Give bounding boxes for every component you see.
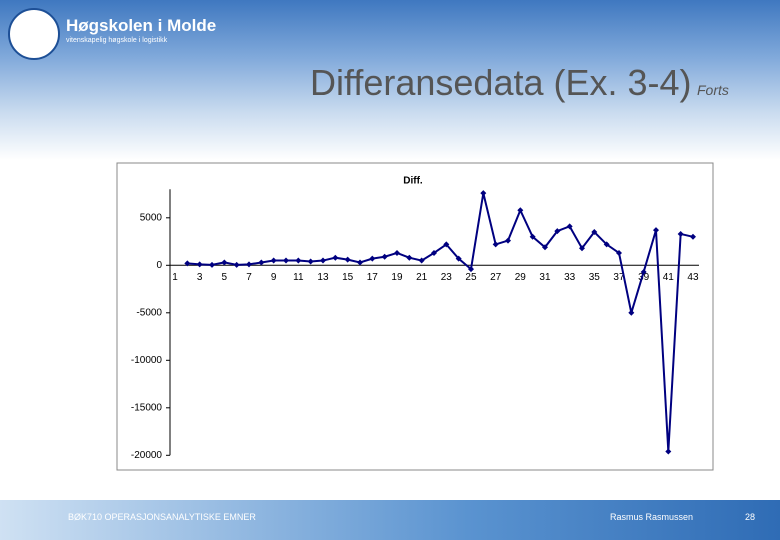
- x-tick-label: 13: [317, 272, 329, 283]
- data-point: [566, 223, 573, 230]
- data-point: [480, 190, 487, 197]
- x-tick-label: 19: [391, 272, 403, 283]
- logo-name: Høgskolen i Molde: [66, 16, 217, 35]
- x-tick-label: 39: [638, 272, 650, 283]
- data-point: [282, 257, 289, 264]
- data-point: [615, 249, 622, 256]
- data-point: [196, 261, 203, 268]
- footer-author: Rasmus Rasmussen: [610, 512, 694, 522]
- footer-page: 28: [745, 512, 756, 522]
- data-point: [208, 261, 215, 268]
- footer-course: BØK710 OPERASJONSANALYTISKE EMNER: [68, 512, 256, 522]
- data-point: [603, 241, 610, 248]
- x-tick-label: 9: [271, 272, 277, 283]
- data-point: [258, 259, 265, 266]
- x-tick-label: 7: [246, 272, 252, 283]
- data-point: [554, 228, 561, 235]
- data-point: [356, 259, 363, 266]
- data-point: [270, 257, 277, 264]
- slide-title-suffix: Forts: [697, 82, 729, 98]
- x-tick-label: 1: [172, 272, 178, 283]
- x-tick-label: 43: [687, 272, 699, 283]
- data-point: [369, 255, 376, 262]
- x-tick-label: 31: [539, 272, 551, 283]
- x-tick-label: 11: [293, 272, 304, 283]
- data-point: [578, 245, 585, 252]
- x-tick-label: 33: [564, 272, 576, 283]
- x-tick-label: 25: [465, 272, 477, 283]
- data-point: [393, 249, 400, 256]
- y-tick-label: 5000: [140, 212, 163, 223]
- x-tick-label: 35: [589, 272, 601, 283]
- data-point: [504, 237, 511, 244]
- logo: [8, 8, 60, 60]
- x-tick-label: 5: [222, 272, 228, 283]
- x-tick-label: 17: [367, 272, 379, 283]
- data-point: [517, 207, 524, 214]
- data-point: [640, 268, 647, 275]
- x-tick-label: 3: [197, 272, 203, 283]
- data-point: [689, 233, 696, 240]
- data-point: [245, 261, 252, 268]
- data-point: [184, 260, 191, 267]
- x-tick-label: 29: [515, 272, 527, 283]
- data-point: [665, 448, 672, 455]
- data-point: [591, 229, 598, 236]
- x-tick-label: 27: [490, 272, 502, 283]
- chart-title: Diff.: [403, 176, 423, 187]
- data-point: [677, 230, 684, 237]
- data-point: [406, 254, 413, 261]
- data-point: [628, 309, 635, 316]
- data-point: [418, 257, 425, 264]
- data-point: [467, 266, 474, 273]
- logo-tagline: vitenskapelig høgskole i logistikk: [66, 37, 168, 44]
- x-tick-label: 15: [342, 272, 354, 283]
- data-point: [307, 258, 314, 265]
- y-tick-label: -10000: [131, 355, 163, 366]
- data-point: [652, 227, 659, 234]
- y-tick-label: 0: [156, 260, 162, 271]
- data-point: [295, 257, 302, 264]
- data-point: [443, 241, 450, 248]
- x-tick-label: 21: [416, 272, 428, 283]
- x-tick-label: 23: [441, 272, 453, 283]
- x-tick-label: 37: [613, 272, 625, 283]
- data-point: [233, 261, 240, 268]
- data-point: [319, 257, 326, 264]
- header-background: [0, 0, 780, 160]
- y-tick-label: -5000: [136, 307, 162, 318]
- data-point: [492, 241, 499, 248]
- slide-title: Differansedata (Ex. 3-4): [310, 62, 692, 103]
- data-point: [455, 255, 462, 262]
- data-point: [529, 233, 536, 240]
- y-tick-label: -20000: [131, 450, 163, 461]
- footer-background: [0, 500, 780, 540]
- data-point: [344, 256, 351, 263]
- data-point: [541, 244, 548, 251]
- data-point: [430, 249, 437, 256]
- data-point: [221, 259, 228, 266]
- data-point: [381, 253, 388, 260]
- data-point: [332, 254, 339, 261]
- chart-frame: [116, 162, 714, 471]
- x-tick-label: 41: [663, 272, 675, 283]
- y-tick-label: -15000: [131, 402, 163, 413]
